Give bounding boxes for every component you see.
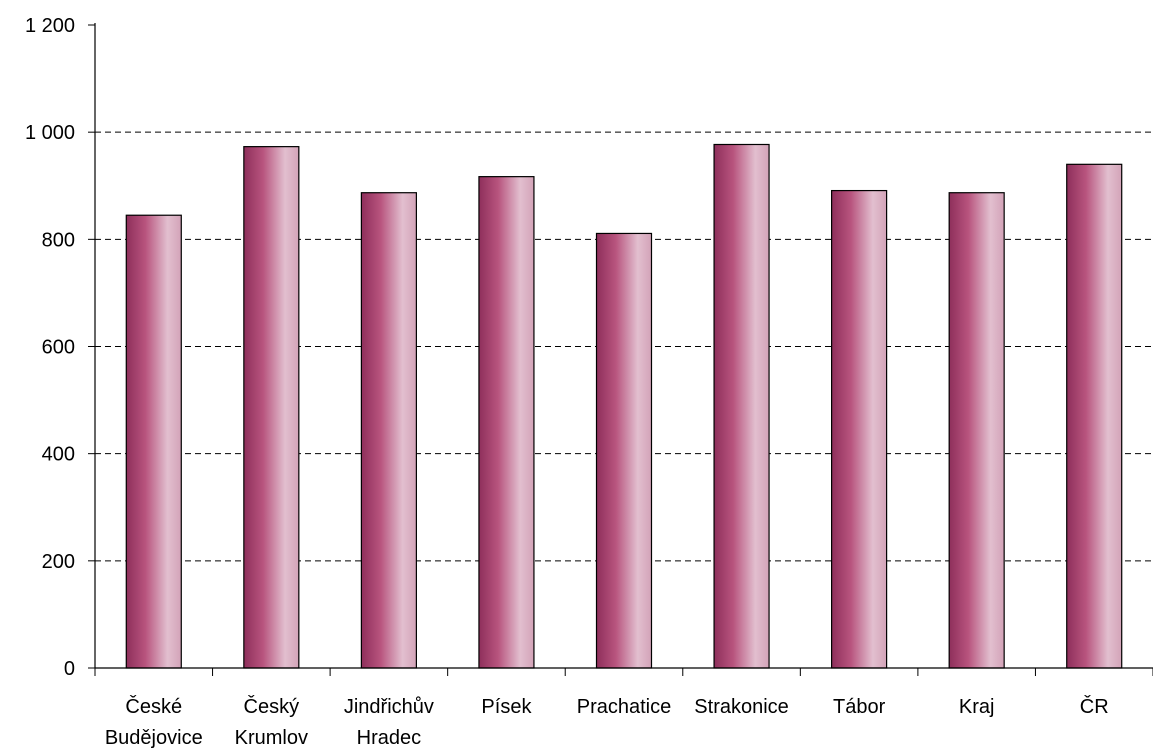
y-tick-label: 800: [42, 229, 75, 251]
bar: [1066, 163, 1123, 669]
x-category-label: Hradec: [357, 727, 421, 749]
x-axis-category-labels: České Budějovice Český Krumlov Jindřichův Hra…: [105, 695, 1109, 749]
y-tick-label: 1 200: [25, 15, 75, 37]
bar: [125, 214, 182, 669]
x-category-label: Jindřichův: [344, 696, 434, 718]
x-category-label: Strakonice: [694, 696, 789, 718]
y-tick-label: 400: [42, 444, 75, 466]
y-tick-label: 0: [64, 658, 75, 680]
x-category-label: Písek: [481, 696, 532, 718]
x-category-label: Český: [244, 695, 300, 718]
bar: [713, 143, 770, 669]
y-tick-label: 200: [42, 551, 75, 573]
x-category-label: Tábor: [833, 696, 886, 718]
bar: [478, 176, 535, 669]
y-tick-label: 600: [42, 337, 75, 359]
bar: [360, 192, 417, 669]
axes: [88, 23, 1153, 676]
y-axis-tick-labels: 0 200 400 600 800 1 000 1 200: [25, 15, 75, 680]
x-category-label: Kraj: [959, 696, 995, 718]
bar: [243, 146, 300, 669]
bars: [125, 143, 1123, 669]
x-category-label: Prachatice: [577, 696, 672, 718]
x-category-label: Krumlov: [235, 727, 308, 749]
bar: [948, 192, 1005, 669]
bar: [595, 232, 653, 669]
bar: [831, 189, 888, 669]
x-category-label: ČR: [1080, 695, 1109, 718]
x-category-label: Budějovice: [105, 727, 203, 749]
x-category-label: České: [125, 695, 182, 718]
y-tick-label: 1 000: [25, 122, 75, 144]
